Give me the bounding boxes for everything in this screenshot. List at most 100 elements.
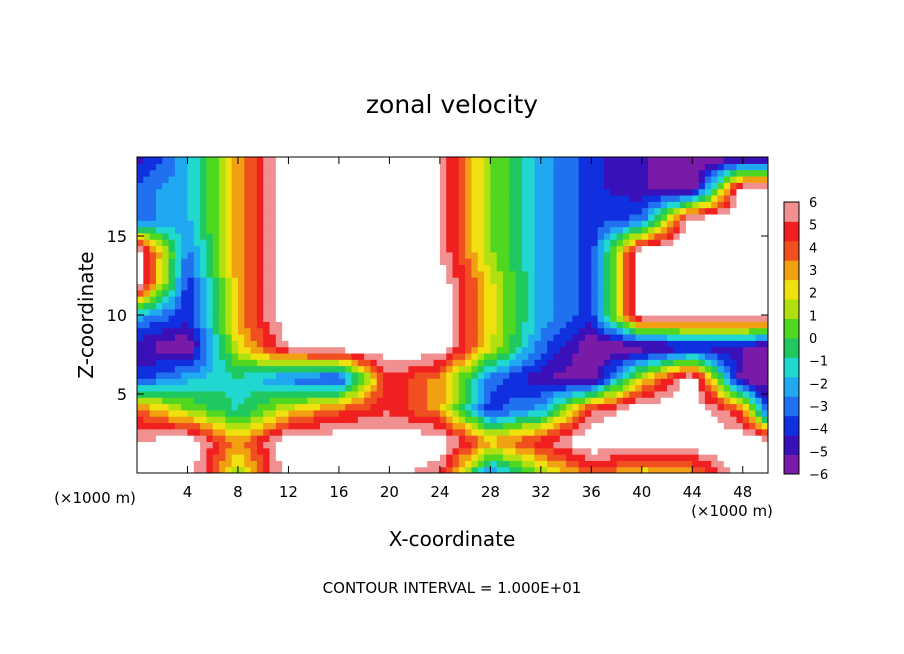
- heatmap-cell: [540, 245, 548, 253]
- heatmap-cell: [149, 371, 157, 379]
- heatmap-cell: [534, 466, 542, 473]
- heatmap-cell: [465, 175, 473, 183]
- heatmap-cell: [471, 378, 479, 386]
- heatmap-cell: [509, 232, 517, 240]
- heatmap-cell: [307, 157, 315, 164]
- heatmap-cell: [761, 371, 768, 379]
- heatmap-cell: [338, 378, 346, 386]
- heatmap-cell: [578, 258, 586, 266]
- heatmap-cell: [572, 327, 580, 335]
- heatmap-cell: [465, 220, 473, 228]
- heatmap-cell: [635, 422, 643, 430]
- heatmap-cell: [452, 315, 460, 322]
- heatmap-cell: [326, 340, 334, 348]
- heatmap-cell: [502, 359, 510, 367]
- heatmap-cell: [755, 447, 763, 455]
- heatmap-cell: [559, 188, 567, 196]
- heatmap-cell: [559, 296, 567, 303]
- heatmap-cell: [357, 182, 365, 190]
- heatmap-cell: [212, 220, 220, 228]
- heatmap-cell: [490, 390, 498, 398]
- heatmap-cell: [269, 454, 277, 461]
- heatmap-cell: [338, 258, 346, 266]
- heatmap-cell: [357, 435, 365, 442]
- heatmap-cell: [610, 258, 618, 266]
- heatmap-cell: [282, 321, 290, 329]
- heatmap-cell: [313, 409, 321, 417]
- heatmap-cell: [578, 251, 586, 259]
- heatmap-cell: [654, 163, 662, 171]
- heatmap-cell: [351, 378, 359, 386]
- heatmap-cell: [717, 454, 725, 461]
- heatmap-cell: [635, 302, 643, 310]
- heatmap-cell: [383, 447, 390, 455]
- heatmap-cell: [319, 220, 327, 228]
- heatmap-cell: [553, 346, 561, 354]
- heatmap-cell: [610, 201, 618, 209]
- heatmap-cell: [313, 454, 321, 461]
- heatmap-cell: [219, 308, 226, 316]
- heatmap-cell: [313, 384, 321, 392]
- heatmap-cell: [269, 466, 277, 473]
- heatmap-cell: [269, 441, 277, 449]
- heatmap-cell: [206, 201, 214, 209]
- heatmap-cell: [559, 378, 567, 386]
- heatmap-cell: [439, 315, 447, 322]
- heatmap-cell: [616, 409, 624, 417]
- heatmap-cell: [301, 333, 308, 341]
- heatmap-cell: [408, 213, 416, 221]
- heatmap-cell: [395, 397, 403, 405]
- heatmap-cell: [610, 207, 618, 215]
- heatmap-cell: [256, 226, 264, 234]
- heatmap-cell: [231, 447, 239, 455]
- heatmap-cell: [187, 289, 195, 297]
- heatmap-cell: [673, 277, 681, 284]
- heatmap-cell: [502, 277, 510, 284]
- heatmap-cell: [667, 283, 674, 291]
- heatmap-cell: [181, 378, 189, 386]
- heatmap-cell: [237, 359, 245, 367]
- heatmap-cell: [149, 454, 157, 461]
- heatmap-cell: [269, 435, 277, 442]
- heatmap-cell: [452, 460, 460, 468]
- heatmap-cell: [692, 315, 700, 322]
- heatmap-cell: [458, 213, 466, 221]
- heatmap-cell: [585, 447, 592, 455]
- heatmap-cell: [685, 409, 693, 417]
- heatmap-cell: [282, 296, 290, 303]
- heatmap-cell: [553, 201, 561, 209]
- heatmap-cell: [471, 296, 479, 303]
- heatmap-cell: [446, 157, 454, 164]
- heatmap-cell: [742, 384, 750, 392]
- heatmap-cell: [137, 409, 144, 417]
- heatmap-cell: [155, 397, 163, 405]
- heatmap-cell: [509, 460, 517, 468]
- heatmap-cell: [187, 397, 195, 405]
- heatmap-cell: [610, 447, 618, 455]
- heatmap-cell: [408, 365, 416, 373]
- heatmap-cell: [319, 264, 327, 272]
- heatmap-cell: [654, 207, 662, 215]
- heatmap-cell: [250, 239, 258, 247]
- heatmap-cell: [698, 163, 706, 171]
- heatmap-cell: [534, 371, 542, 379]
- heatmap-cell: [155, 163, 163, 171]
- heatmap-cell: [591, 441, 599, 449]
- heatmap-cell: [231, 302, 239, 310]
- heatmap-cell: [622, 390, 630, 398]
- heatmap-cell: [509, 390, 517, 398]
- heatmap-cell: [155, 169, 163, 177]
- heatmap-cell: [616, 182, 624, 190]
- heatmap-cell: [332, 239, 340, 247]
- heatmap-cell: [162, 340, 170, 348]
- heatmap-cell: [540, 296, 548, 303]
- heatmap-cell: [755, 194, 763, 202]
- heatmap-cell: [679, 232, 687, 240]
- heatmap-cell: [427, 447, 435, 455]
- heatmap-cell: [370, 428, 378, 436]
- heatmap-cell: [250, 188, 258, 196]
- heatmap-cell: [704, 435, 712, 442]
- heatmap-cell: [420, 409, 428, 417]
- heatmap-cell: [547, 340, 555, 348]
- heatmap-cell: [641, 207, 649, 215]
